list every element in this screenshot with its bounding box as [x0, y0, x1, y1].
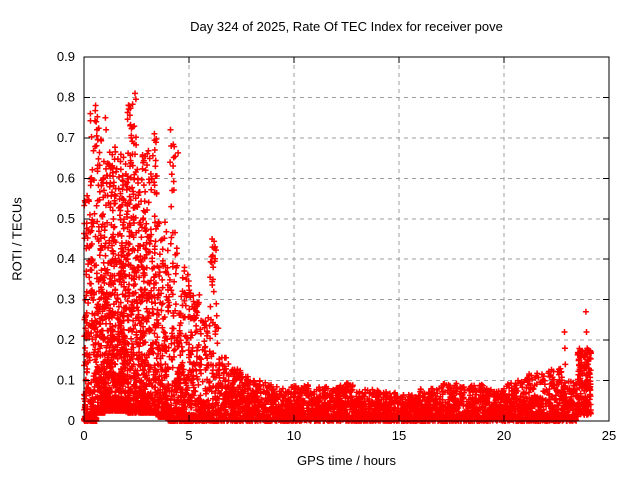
x-tick-label: 25: [602, 428, 616, 443]
y-tick-label: 0.5: [57, 211, 75, 226]
x-tick-label: 0: [80, 428, 87, 443]
x-axis-label: GPS time / hours: [297, 453, 396, 468]
y-tick-label: 0: [68, 413, 75, 428]
chart-title: Day 324 of 2025, Rate Of TEC Index for r…: [190, 19, 503, 34]
x-tick-label: 10: [287, 428, 301, 443]
y-tick-label: 0.6: [57, 170, 75, 185]
y-tick-label: 0.4: [57, 251, 75, 266]
plot-border: [83, 56, 610, 422]
x-tick-label: 5: [185, 428, 192, 443]
y-tick-label: 0.1: [57, 373, 75, 388]
y-tick-label: 0.2: [57, 332, 75, 347]
tick-marks: [83, 56, 610, 422]
x-tick-label: 15: [392, 428, 406, 443]
y-tick-label: 0.9: [57, 49, 75, 64]
scatter-points: [81, 90, 594, 424]
y-tick-label: 0.3: [57, 292, 75, 307]
y-tick-label: 0.7: [57, 130, 75, 145]
x-tick-label: 20: [497, 428, 511, 443]
y-tick-label: 0.8: [57, 89, 75, 104]
